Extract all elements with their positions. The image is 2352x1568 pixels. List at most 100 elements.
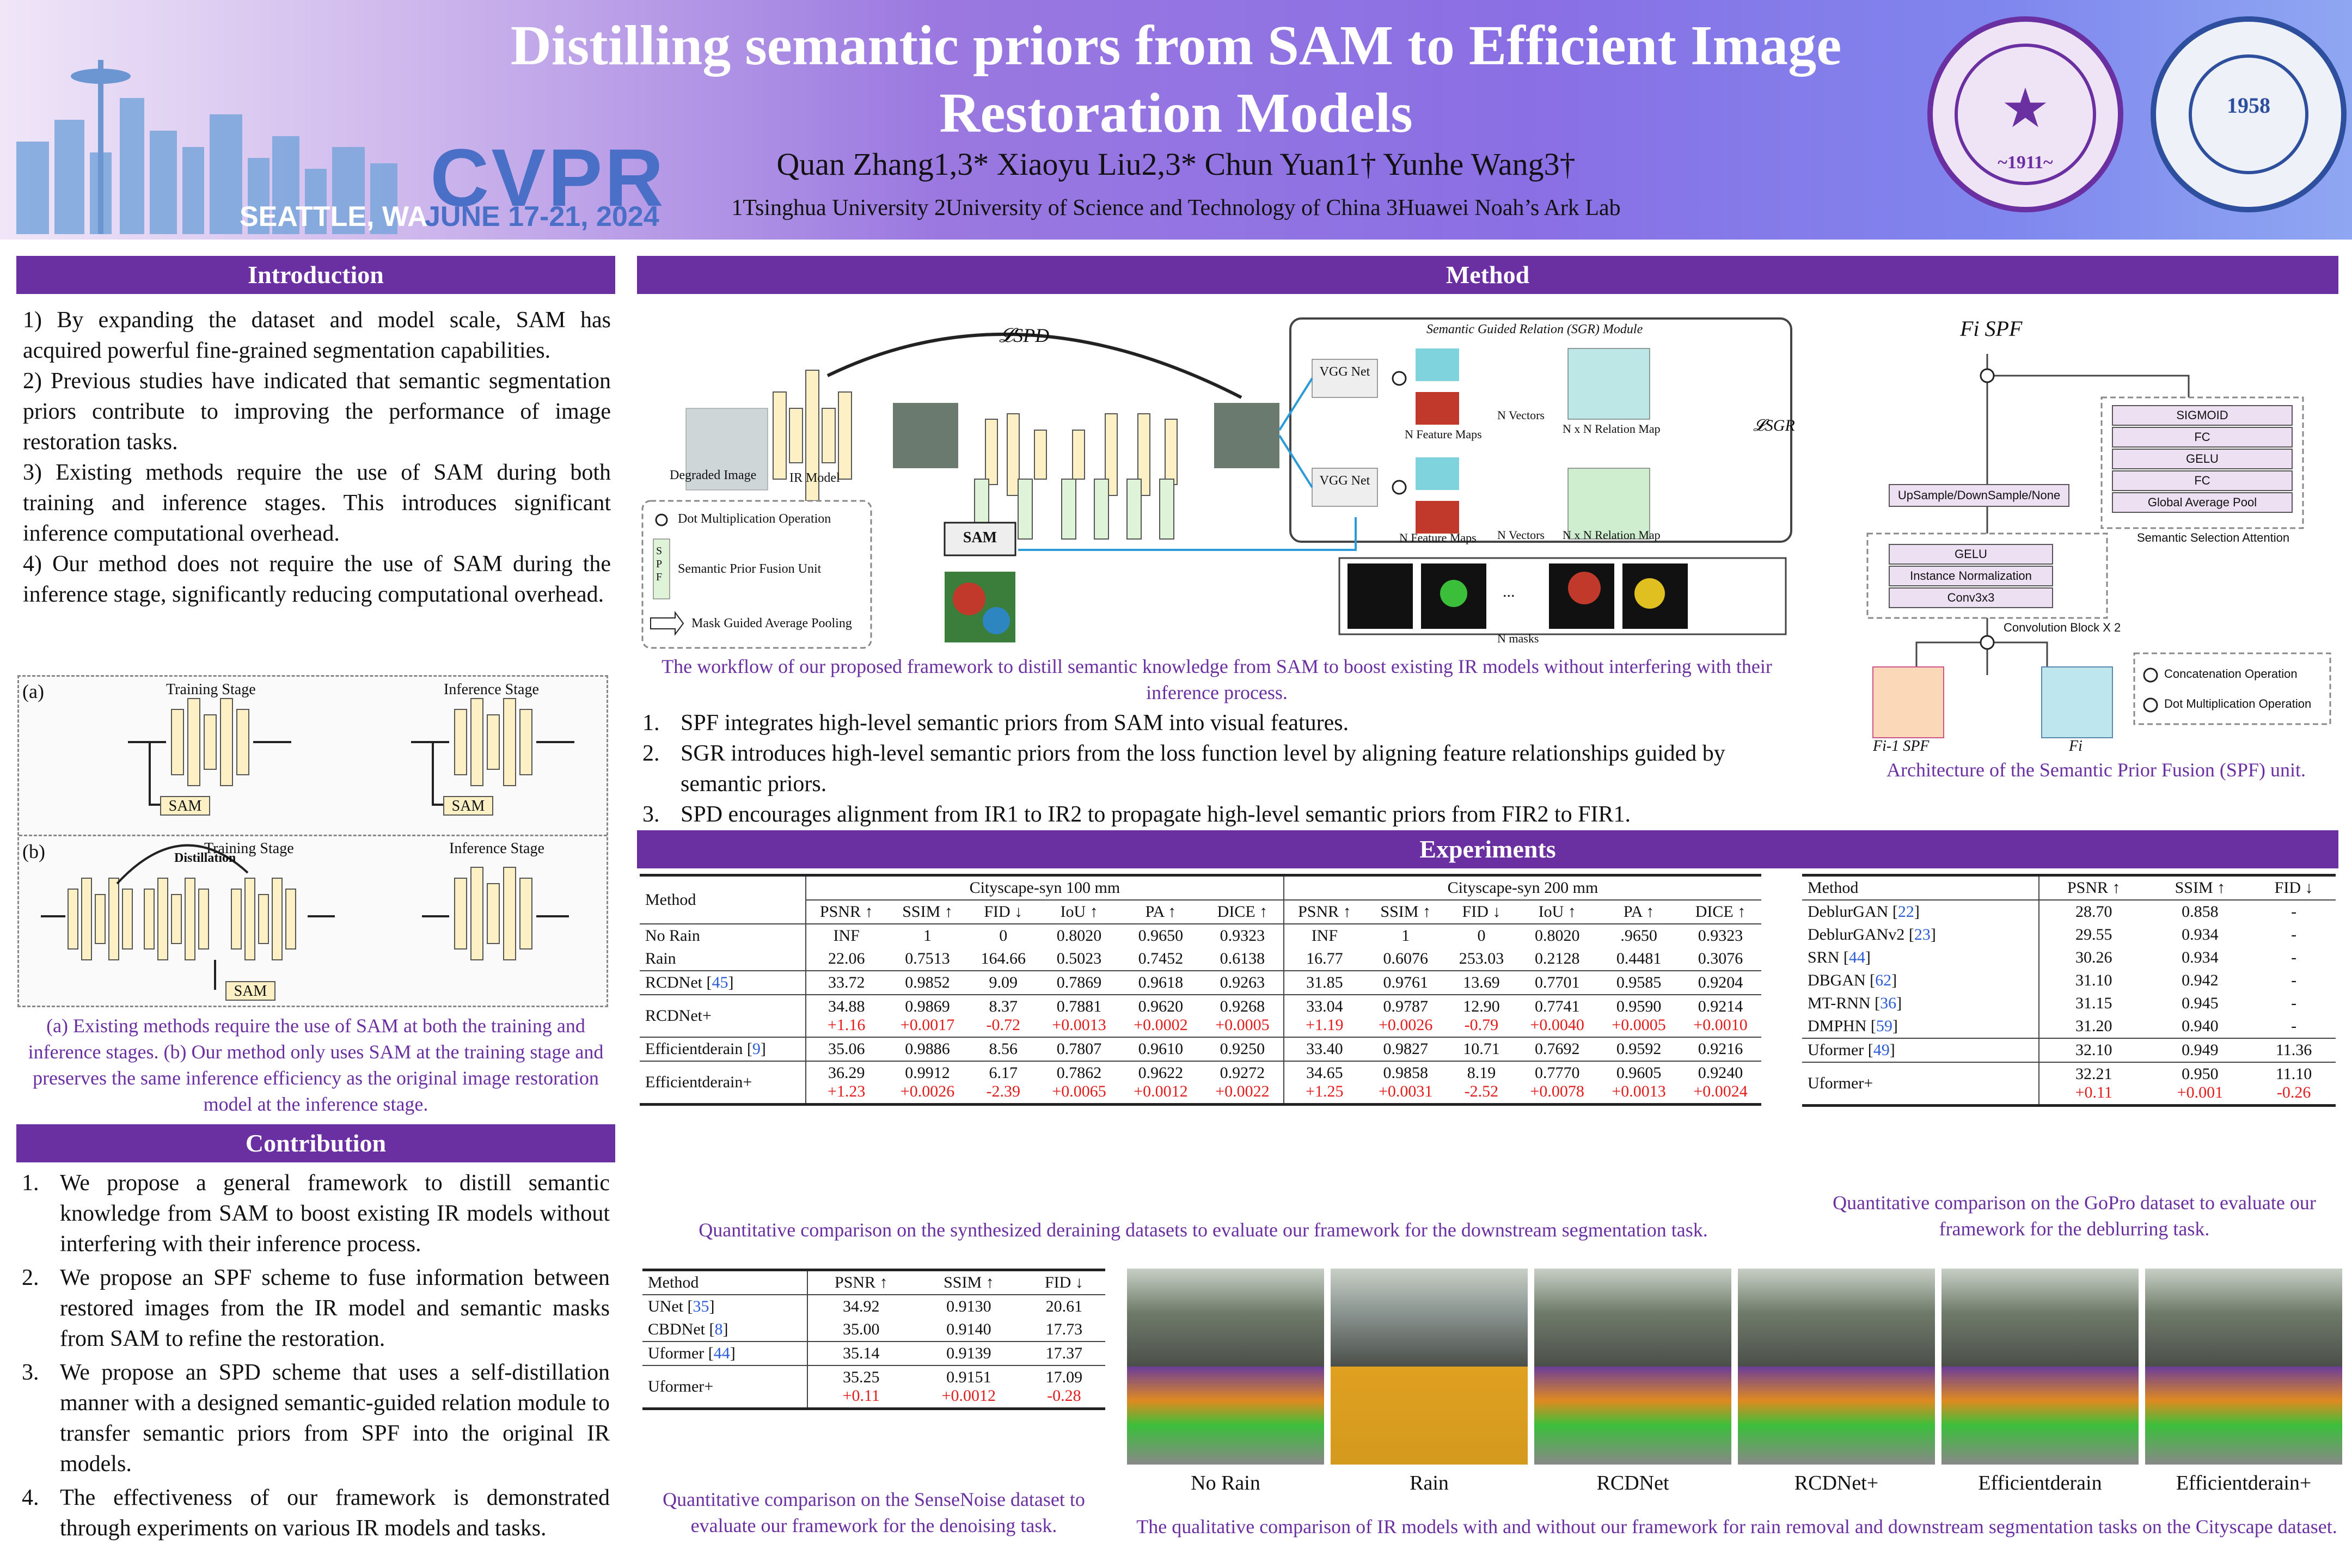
table-cell: 29.55 — [2038, 923, 2148, 946]
cell-value: 0.934 — [2182, 926, 2219, 944]
cell-value: 0.9130 — [946, 1297, 991, 1315]
contribution-heading: Contribution — [16, 1124, 615, 1162]
table-cell: 0.8020 — [1516, 924, 1598, 947]
spf-architecture-figure: Fi SPF SIGMOID FC GELU FC Global Average… — [1862, 305, 2341, 755]
cell-value: 0.9268 — [1220, 997, 1265, 1015]
table-cell: 0.7701 — [1516, 971, 1598, 995]
cell-value: 253.03 — [1459, 950, 1504, 967]
method-name: Uformer — [1808, 1041, 1864, 1059]
cell-delta: +0.0024 — [1693, 1082, 1748, 1100]
table-row: Uformer+ 35.25 +0.11 0.9151 +0.0012 17.09 -0.2… — [642, 1365, 1105, 1409]
fc-layer: FC — [2194, 430, 2210, 444]
method-heading: Method — [637, 256, 2338, 294]
method-name-cell: Efficientderain+ — [640, 1061, 806, 1105]
column-header: Method — [1808, 879, 1859, 897]
cell-value: - — [2291, 926, 2297, 944]
table-cell: 36.29 +1.23 — [805, 1061, 887, 1105]
introduction-heading: Introduction — [16, 256, 615, 294]
cell-value: 0 — [1477, 927, 1486, 945]
qualitative-comparison: No Rain Rain RCDNet RCDNet+ Efficientderain E… — [1127, 1269, 2347, 1497]
contribution-item: 4. The effectiveness of our framework is … — [22, 1483, 610, 1543]
ellipsis-label: ... — [1503, 583, 1515, 601]
cell-value: INF — [833, 927, 860, 945]
cell-value: - — [2291, 948, 2297, 966]
cell-value: 0.7452 — [1138, 950, 1184, 967]
table-cell: 10.71 — [1447, 1037, 1517, 1061]
method-name: SRN — [1808, 948, 1840, 966]
cell-value: 0.9622 — [1138, 1064, 1184, 1082]
fc-layer: FC — [2194, 474, 2210, 487]
cell-value: 31.85 — [1306, 973, 1343, 991]
table-cell: 0.9151 +0.0012 — [915, 1365, 1023, 1409]
table-row: RCDNet [45] 33.72 0.9852 9.09 0.7869 0.9618 0.… — [640, 971, 1761, 995]
cell-delta: +1.19 — [1306, 1016, 1344, 1034]
denoise-caption: Quantitative comparison on the SenseNois… — [663, 1489, 1085, 1536]
cell-value: 32.10 — [2075, 1041, 2112, 1059]
reference-number: 35 — [693, 1297, 709, 1315]
street-scene-image — [2145, 1269, 2342, 1367]
cell-delta: -0.72 — [986, 1016, 1021, 1034]
reference-number: 36 — [1880, 994, 1897, 1012]
item-text: SGR introduces high-level semantic prior… — [681, 741, 1725, 797]
cell-value: 0.858 — [2182, 903, 2219, 921]
qualitative-column: Rain — [1331, 1269, 1528, 1495]
cell-value: 13.69 — [1463, 973, 1500, 991]
gelu-layer: GELU — [2186, 452, 2219, 465]
cell-value: 35.00 — [843, 1320, 880, 1338]
reference-number: 62 — [1875, 971, 1892, 989]
cell-value: 0.9650 — [1138, 927, 1184, 945]
cell-delta: +0.0017 — [900, 1016, 955, 1034]
cell-value: 16.77 — [1306, 950, 1343, 967]
cell-value: 8.56 — [989, 1040, 1018, 1058]
cell-value: .9650 — [1620, 927, 1657, 945]
item-number: 1. — [642, 710, 660, 736]
item-number: 4. — [22, 1485, 39, 1510]
legend-dot-label: Dot Multiplication Operation — [678, 512, 831, 526]
intro-paragraph: 2) Previous studies have indicated that … — [23, 369, 611, 455]
method-name-cell: CBDNet [8] — [648, 1320, 728, 1338]
cell-delta: -2.52 — [1464, 1082, 1499, 1100]
cell-delta: +0.11 — [842, 1387, 880, 1405]
cell-value: 0.9214 — [1698, 997, 1743, 1015]
derain-table-wrapper: Method Cityscape-syn 100 mm Cityscape-sy… — [640, 874, 1761, 1106]
cell-value: 0.7869 — [1056, 973, 1102, 991]
cell-value: 0.6076 — [1383, 950, 1428, 967]
table-cell: 31.10 — [2038, 969, 2148, 992]
poster-title: Distilling semantic priors from SAM to E… — [510, 14, 1842, 144]
contribution-item: 3. We propose an SPD scheme that uses a s… — [22, 1357, 610, 1479]
f-prev-label: Fi-1 SPF — [1873, 738, 1930, 755]
cell-delta: +0.001 — [2177, 1083, 2224, 1101]
segmentation-map-image — [1534, 1367, 1731, 1465]
table-row: MT-RNN [36] 31.15 0.945 - — [1802, 992, 2336, 1015]
table-cell: 0.950 +0.001 — [2148, 1062, 2252, 1106]
cell-value: 35.14 — [843, 1344, 880, 1362]
method-name-cell: UNet [35] — [648, 1297, 715, 1315]
cell-value: 12.90 — [1463, 997, 1500, 1015]
cell-value: 11.36 — [2275, 1041, 2312, 1059]
intro-figure-caption: (a) Existing methods require the use of … — [28, 1015, 604, 1115]
cell-value: 0.8020 — [1534, 927, 1580, 945]
reference-number: 9 — [752, 1040, 761, 1058]
cell-value: INF — [1311, 927, 1338, 945]
metric-header: IoU ↑ — [1538, 903, 1576, 921]
method-name: No Rain — [645, 927, 700, 945]
cell-value: 17.37 — [1045, 1344, 1083, 1362]
n-masks-label: N masks — [1497, 632, 1539, 645]
metric-header: IoU ↑ — [1060, 903, 1098, 921]
cell-value: 11.10 — [2275, 1065, 2312, 1083]
table-cell: 0.858 — [2148, 900, 2252, 923]
method-name: RCDNet+ — [645, 1007, 712, 1025]
table-row: UNet [35] 34.92 0.9130 20.61 — [642, 1295, 1105, 1318]
table-cell: 11.36 — [2252, 1038, 2336, 1062]
table-cell: 33.04 +1.19 — [1283, 995, 1365, 1037]
table-cell: 0.934 — [2148, 923, 2252, 946]
method-name-cell: Uformer [49] — [1808, 1041, 1895, 1059]
table-cell: 16.77 — [1283, 947, 1365, 971]
item-number: 1. — [22, 1171, 39, 1196]
column-header: SSIM ↑ — [944, 1273, 994, 1291]
method-name-cell: RCDNet+ — [640, 995, 806, 1037]
table-row: Uformer [49] 32.10 0.949 11.36 — [1802, 1038, 2336, 1062]
method-name: UNet — [648, 1297, 683, 1315]
cell-value: 1 — [923, 927, 932, 945]
method-name-cell: Uformer [44] — [648, 1344, 736, 1362]
